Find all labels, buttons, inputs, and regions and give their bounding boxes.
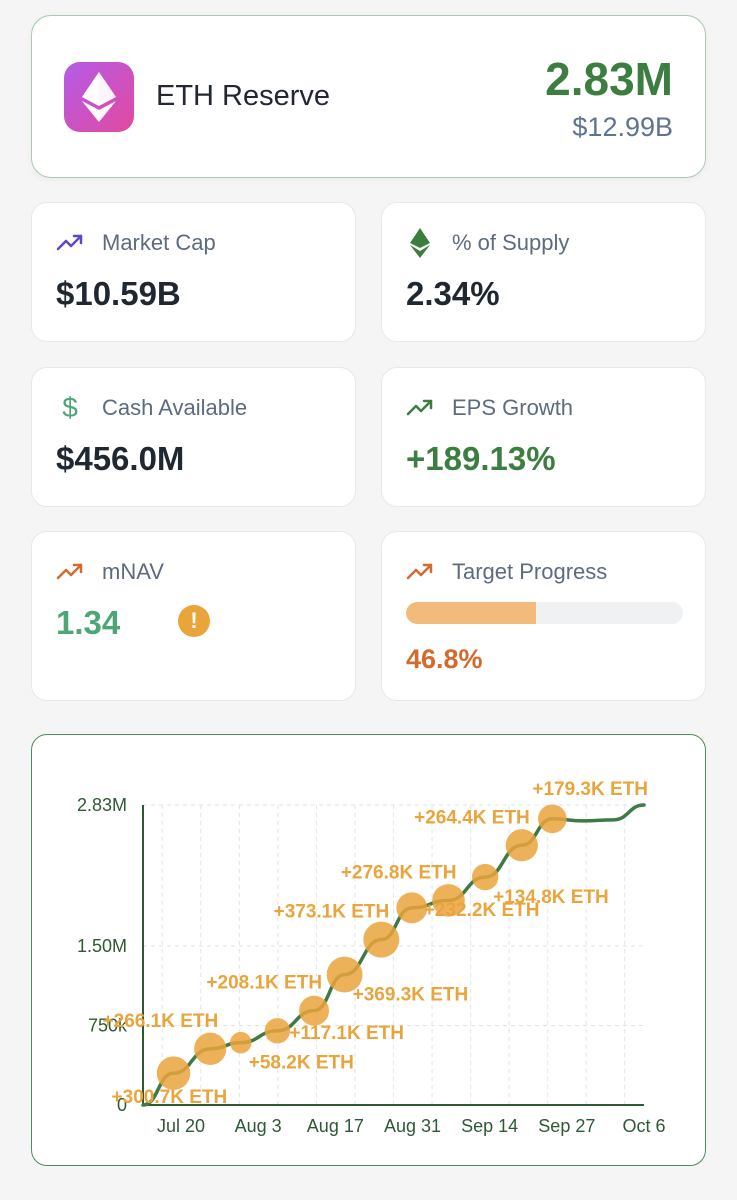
purchase-bubble — [396, 892, 428, 924]
cash-label: Cash Available — [102, 395, 248, 420]
x-tick-label: Aug 17 — [307, 1116, 364, 1136]
y-tick-label: 0 — [117, 1095, 127, 1115]
purchase-label: +300.7K ETH — [112, 1087, 228, 1108]
purchase-label: +117.1K ETH — [289, 1023, 404, 1044]
trending-up-icon — [56, 229, 84, 257]
market-cap-value: $10.59B — [56, 275, 181, 312]
ethereum-icon — [64, 62, 134, 132]
purchase-label: +179.3K ETH — [532, 779, 648, 800]
x-tick-label: Sep 27 — [538, 1116, 595, 1136]
purchase-label: +373.1K ETH — [274, 902, 390, 923]
reserve-title: ETH Reserve — [156, 80, 331, 112]
target-progress-value: 46.8% — [406, 644, 483, 674]
purchase-label: +369.3K ETH — [353, 985, 469, 1006]
cash-value: $456.0M — [56, 440, 185, 477]
eps-growth-value: +189.13% — [406, 440, 556, 477]
holdings-chart-card: 0 750k 1.50M 2.83M Jul 20 Aug 3 Aug 17 Aug 31 Se… — [31, 734, 706, 1166]
eps-growth-label: EPS Growth — [452, 395, 574, 420]
eth-reserve-card: ETH Reserve 2.83M $12.99B — [31, 15, 706, 178]
target-progress-bar — [406, 602, 683, 624]
supply-card: % of Supply 2.34% — [381, 202, 706, 342]
purchase-bubble — [194, 1032, 227, 1065]
x-tick-label: Sep 14 — [461, 1116, 518, 1136]
cash-card: $ Cash Available $456.0M — [31, 367, 356, 507]
market-cap-label: Market Cap — [102, 230, 216, 255]
target-progress-fill — [406, 602, 536, 624]
purchase-label: +58.2K ETH — [249, 1053, 354, 1074]
dollar-icon: $ — [62, 392, 78, 423]
eps-growth-card: EPS Growth +189.13% — [381, 367, 706, 507]
purchase-label: +264.4K ETH — [414, 807, 530, 828]
purchase-label: +232.2K ETH — [424, 900, 540, 921]
ethereum-icon — [406, 228, 434, 258]
purchase-bubble — [538, 804, 567, 834]
trending-up-icon — [406, 558, 434, 586]
holdings-chart: 0 750k 1.50M 2.83M Jul 20 Aug 3 Aug 17 Aug 31 Se… — [77, 779, 666, 1136]
target-progress-label: Target Progress — [452, 559, 608, 584]
trending-up-icon — [56, 558, 84, 586]
x-tick-label: Oct 6 — [622, 1116, 665, 1136]
supply-value: 2.34% — [406, 275, 500, 312]
target-progress-card: Target Progress 46.8% — [381, 531, 706, 701]
market-cap-card: Market Cap $10.59B — [31, 202, 356, 342]
mnav-card: mNAV 1.34 ! — [31, 531, 356, 701]
warning-icon[interactable]: ! — [178, 605, 210, 637]
purchase-label: +266.1K ETH — [103, 1011, 219, 1032]
x-tick-label: Aug 31 — [384, 1116, 441, 1136]
y-tick-label: 1.50M — [77, 936, 127, 956]
purchase-bubble — [156, 1056, 191, 1090]
purchase-bubble — [471, 863, 499, 891]
x-tick-label: Aug 3 — [235, 1116, 282, 1136]
reserve-usd-value: $12.99B — [572, 112, 673, 142]
purchase-label: +208.1K ETH — [206, 973, 322, 994]
purchase-label: +276.8K ETH — [341, 862, 457, 883]
purchase-bubble — [432, 884, 465, 917]
y-tick-label: 750k — [88, 1015, 128, 1035]
purchase-bubble — [326, 956, 363, 993]
purchase-bubble — [363, 921, 400, 958]
y-tick-label: 2.83M — [77, 795, 127, 815]
reserve-eth-amount: 2.83M — [545, 53, 673, 105]
purchase-bubble — [230, 1031, 252, 1054]
mnav-label: mNAV — [102, 559, 164, 584]
purchase-bubble — [299, 995, 330, 1026]
mnav-value: 1.34 — [56, 604, 121, 641]
x-tick-label: Jul 20 — [157, 1116, 205, 1136]
purchase-bubble — [264, 1018, 291, 1044]
purchase-bubble — [505, 829, 538, 862]
trending-up-icon — [406, 394, 434, 422]
supply-label: % of Supply — [452, 230, 570, 255]
purchase-label: +134.8K ETH — [493, 887, 609, 908]
